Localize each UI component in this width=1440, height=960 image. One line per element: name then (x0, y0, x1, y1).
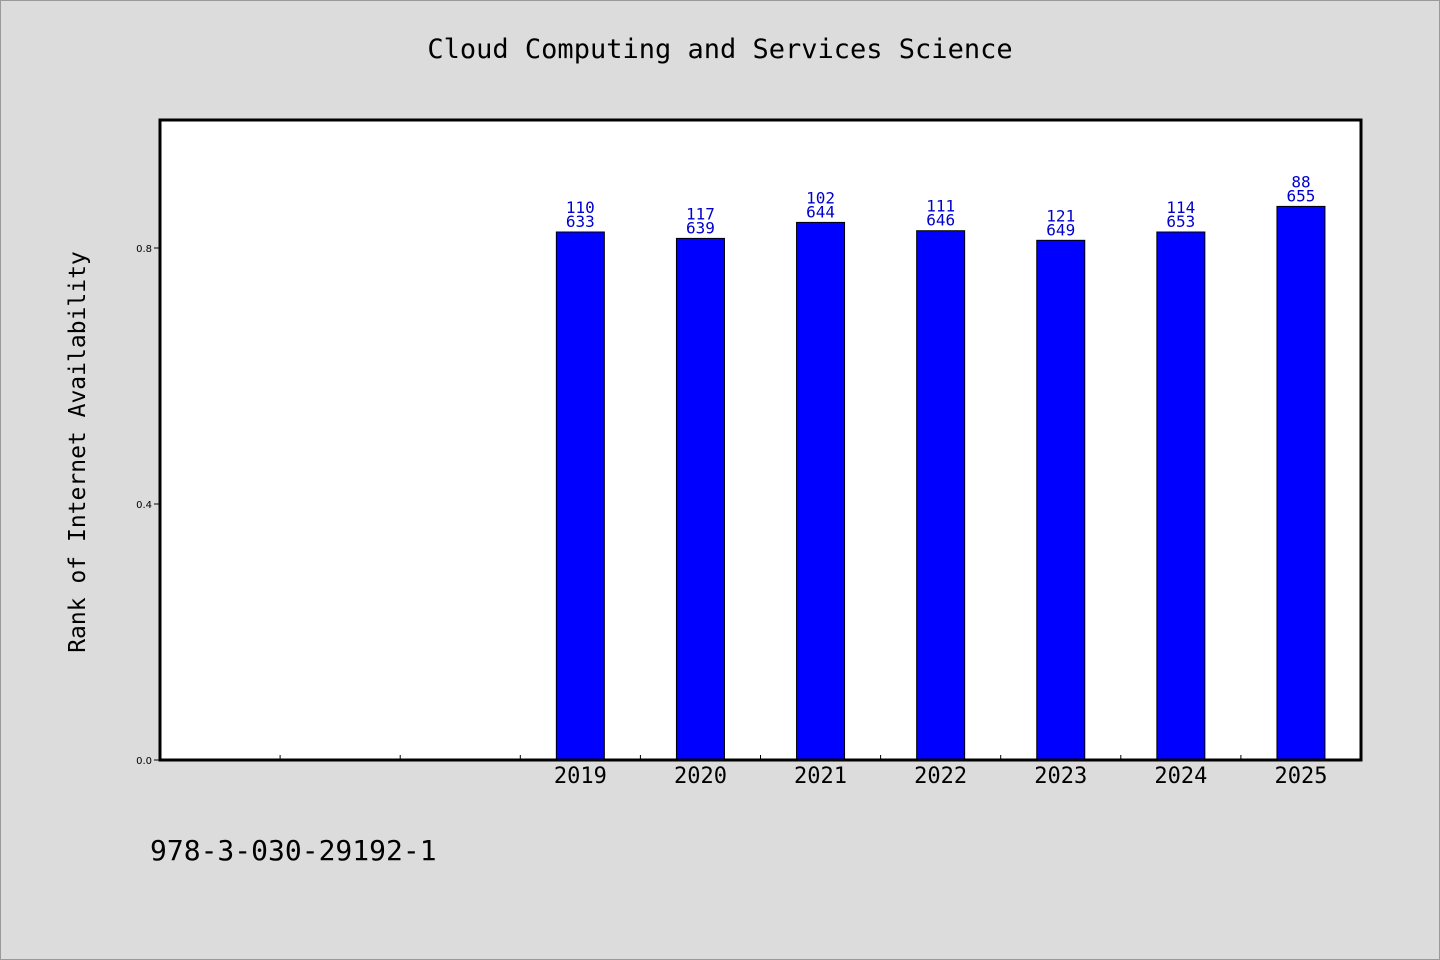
bar (555, 231, 605, 761)
bar (1276, 205, 1326, 761)
bar-annotation-upper: 111 (926, 197, 955, 216)
x-tick-label: 2024 (1154, 764, 1207, 789)
bar-annotation-lower: 655 (1286, 186, 1315, 205)
bar (675, 237, 725, 761)
y-tick-label: 0.4 (136, 500, 152, 511)
bar (796, 221, 846, 761)
x-tick-label: 2020 (674, 764, 727, 789)
footer-id: 978-3-030-29192-1 (150, 834, 437, 867)
bar-annotation-upper: 88 (1291, 172, 1310, 191)
x-tick-label: 2023 (1034, 764, 1087, 789)
bar-annotation-upper: 117 (686, 204, 715, 223)
bar-annotation-upper: 110 (566, 198, 595, 217)
y-tick-label: 0.8 (136, 244, 152, 255)
bar-annotation-upper: 121 (1046, 206, 1075, 225)
bar-annotation-lower: 644 (806, 202, 835, 221)
plot-border (158, 118, 1363, 762)
x-tick-label: 2021 (794, 764, 847, 789)
bar (916, 230, 966, 761)
bar (1156, 231, 1206, 761)
x-tick-label: 2022 (914, 764, 967, 789)
y-tick-label: 0.0 (136, 756, 152, 767)
chart-title: Cloud Computing and Services Science (427, 34, 1013, 65)
bar-annotation-upper: 114 (1166, 198, 1195, 217)
bar (1036, 239, 1086, 761)
bar-annotation-lower: 639 (686, 218, 715, 237)
x-tick-label: 2019 (554, 764, 607, 789)
bar-annotation-lower: 653 (1166, 212, 1195, 231)
x-tick-label: 2025 (1274, 764, 1327, 789)
bar-annotation-lower: 649 (1046, 220, 1075, 239)
bar-annotation-upper: 102 (806, 188, 835, 207)
bar-annotation-lower: 646 (926, 211, 955, 230)
bar-annotation-lower: 633 (566, 212, 595, 231)
